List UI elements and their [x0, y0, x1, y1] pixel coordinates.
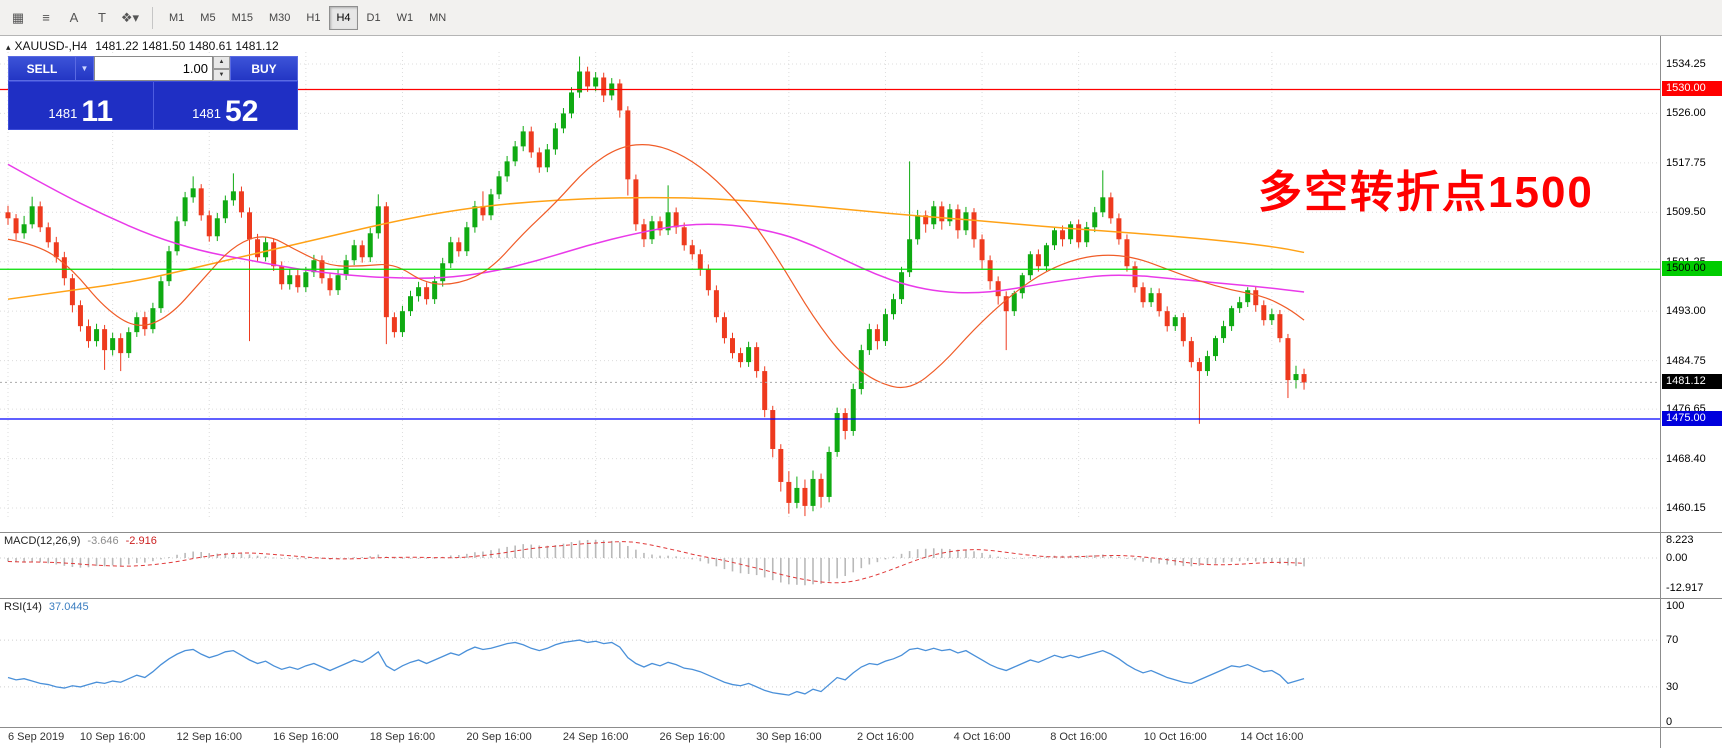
price-axis-label: 1517.75: [1666, 156, 1706, 169]
price-axis-label: 1484.75: [1666, 354, 1706, 367]
buy-button[interactable]: BUY: [230, 56, 298, 81]
rsi-indicator-panel[interactable]: 100 70 30 0 RSI(14) 37.0445: [0, 598, 1722, 728]
macd-axis-label: -12.917: [1666, 581, 1704, 594]
macd-value: -3.646: [87, 535, 119, 547]
time-axis-label: 12 Sep 16:00: [176, 731, 242, 743]
chart-lines-icon[interactable]: ≡: [33, 6, 59, 30]
time-axis-label: 10 Oct 16:00: [1143, 731, 1207, 743]
price-axis-label: 1509.50: [1666, 206, 1706, 219]
price-divider: [152, 82, 154, 129]
candlestick-chart-icon[interactable]: ▦: [5, 6, 31, 30]
ask-price-big: 52: [225, 95, 259, 128]
toolbar: ▦ ≡ A T ❖▾ M1 M5 M15 M30 H1 H4 D1 W1 MN: [0, 0, 1722, 36]
rsi-axis-label: 0: [1666, 716, 1673, 728]
bid-price-small: 1481: [48, 106, 78, 121]
current-price-badge: 1481.12: [1662, 374, 1722, 390]
time-axis-label: 14 Oct 16:00: [1240, 731, 1304, 743]
time-axis[interactable]: 6 Sep 2019 10 Sep 16:00 12 Sep 16:00 16 Sep…: [0, 727, 1722, 748]
text-tool-icon[interactable]: T: [89, 6, 115, 30]
macd-axis-label: 0.00: [1666, 552, 1688, 564]
price-axis-label: 1526.00: [1666, 107, 1706, 120]
objects-tool-icon[interactable]: ❖▾: [117, 6, 143, 30]
timeframe-button-m30[interactable]: M30: [262, 6, 297, 30]
fast-ma-line: [7, 144, 1305, 389]
timeframe-button-h1[interactable]: H1: [299, 6, 327, 30]
medium-ma-line: [7, 163, 1305, 294]
volume-increase-button[interactable]: ▲: [213, 56, 230, 69]
bid-price-big: 11: [81, 95, 114, 128]
time-axis-label: 6 Sep 2019: [8, 731, 65, 743]
price-axis-label: 1493.00: [1666, 305, 1706, 318]
volume-spinner: ▲ ▼: [213, 56, 230, 81]
timeframe-button-w1[interactable]: W1: [390, 6, 421, 30]
price-line-badge: 1500.00: [1662, 261, 1722, 277]
timeframe-button-d1[interactable]: D1: [360, 6, 388, 30]
rsi-value: 37.0445: [48, 601, 89, 613]
macd-canvas: [0, 539, 1660, 586]
symbol-arrow-icon: ▴: [6, 42, 11, 52]
price-axis-label: 1460.15: [1666, 502, 1706, 514]
rsi-axis-label: 70: [1666, 634, 1679, 647]
time-axis-label: 24 Sep 16:00: [562, 731, 629, 743]
price-chart-panel[interactable]: 1534.251526.001517.751509.501501.251493.…: [0, 36, 1722, 531]
time-axis-label: 30 Sep 16:00: [756, 731, 822, 743]
volume-dropdown-button[interactable]: ▼: [76, 56, 94, 81]
axis-separator-line: [1660, 36, 1661, 748]
time-axis-label: 26 Sep 16:00: [659, 731, 725, 743]
macd-indicator-panel[interactable]: 8.223 0.00 -12.917 MACD(12,26,9) -3.646 -2.9…: [0, 532, 1722, 598]
ask-price-small: 1481: [192, 106, 222, 121]
toolbar-icon-group: ▦ ≡ A T ❖▾: [4, 6, 144, 30]
rsi-axis: 100 70 30 0: [0, 599, 1722, 728]
price-axis[interactable]: 1534.251526.001517.751509.501501.251493.…: [0, 36, 1722, 531]
symbol-ohlc-values: 1481.22 1481.50 1480.61 1481.12: [95, 39, 279, 53]
timeframe-button-m5[interactable]: M5: [193, 6, 222, 30]
macd-axis: 8.223 0.00 -12.917: [0, 533, 1722, 598]
price-line-badge: 1530.00: [1662, 81, 1722, 97]
bid-price-display[interactable]: 1481 11: [9, 82, 153, 129]
chart-annotation-text: 多空转折点1500: [1258, 168, 1594, 217]
timeframe-button-m1[interactable]: M1: [162, 6, 191, 30]
price-chart-canvas[interactable]: [0, 36, 1722, 531]
cursor-tool-icon[interactable]: A: [61, 6, 87, 30]
volume-decrease-button[interactable]: ▼: [213, 68, 230, 81]
rsi-axis-label: 100: [1666, 600, 1685, 612]
time-axis-label: 18 Sep 16:00: [369, 731, 436, 743]
slow-ma-line: [7, 196, 1305, 300]
time-axis-label: 20 Sep 16:00: [466, 731, 532, 743]
rsi-axis-label: 30: [1666, 680, 1679, 693]
macd-label: MACD(12,26,9) -3.646 -2.916: [4, 535, 157, 547]
macd-axis-label: 8.223: [1666, 534, 1694, 546]
time-axis-label: 16 Sep 16:00: [273, 731, 339, 743]
timeframe-button-group: M1 M5 M15 M30 H1 H4 D1 W1 MN: [161, 5, 454, 30]
price-axis-label: 1534.25: [1666, 58, 1706, 70]
time-axis-label: 8 Oct 16:00: [1050, 731, 1108, 743]
rsi-label: RSI(14) 37.0445: [4, 601, 89, 613]
price-axis-label: 1468.40: [1666, 452, 1706, 465]
rsi-canvas: [0, 639, 1660, 696]
volume-input[interactable]: [94, 56, 213, 81]
symbol-header: ▴ XAUUSD-,H4 1481.22 1481.50 1480.61 1481.…: [6, 39, 279, 53]
timeframe-button-m15[interactable]: M15: [225, 6, 260, 30]
symbol-name: XAUUSD-,H4: [14, 39, 88, 53]
time-axis-label: 4 Oct 16:00: [953, 731, 1011, 743]
macd-signal-value: -2.916: [125, 535, 157, 547]
time-axis-label: 2 Oct 16:00: [857, 731, 914, 743]
price-line-badge: 1475.00: [1662, 411, 1722, 427]
time-axis-label: 10 Sep 16:00: [79, 731, 146, 743]
toolbar-separator: [152, 6, 153, 29]
sell-button[interactable]: SELL: [8, 56, 76, 81]
ask-price-display[interactable]: 1481 52: [154, 82, 298, 129]
timeframe-button-mn[interactable]: MN: [422, 6, 453, 30]
timeframe-button-h4[interactable]: H4: [329, 5, 358, 30]
